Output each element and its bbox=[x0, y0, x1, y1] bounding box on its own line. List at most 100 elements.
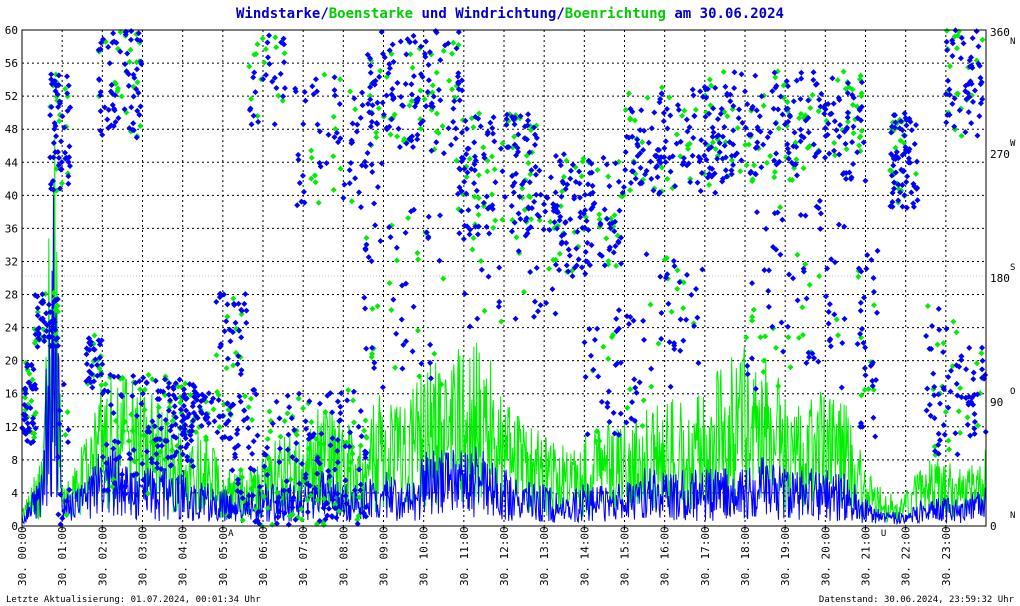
wind-direction-point-2364 bbox=[944, 47, 951, 54]
gust-direction-point-368 bbox=[525, 160, 532, 167]
gust-direction-point-406 bbox=[491, 166, 498, 173]
gust-direction-point-683 bbox=[952, 126, 959, 133]
wind-direction-point-1929 bbox=[656, 99, 663, 106]
wind-direction-point-1556 bbox=[516, 193, 523, 200]
wind-direction-point-930 bbox=[98, 39, 105, 46]
wind-direction-point-1810 bbox=[586, 326, 593, 333]
wind-direction-point-1769 bbox=[571, 264, 578, 271]
wind-direction-point-2370 bbox=[951, 95, 958, 102]
wind-direction-point-1063 bbox=[154, 464, 161, 471]
gust-direction-point-564 bbox=[734, 125, 741, 132]
wind-direction-point-2150 bbox=[773, 161, 780, 168]
wind-direction-point-1595 bbox=[499, 168, 506, 175]
wind-direction-point-1779 bbox=[557, 213, 564, 220]
wind-direction-point-1328 bbox=[260, 76, 267, 83]
wind-direction-point-1068 bbox=[157, 388, 164, 395]
wind-direction-point-2062 bbox=[816, 96, 823, 103]
wind-direction-point-1719 bbox=[588, 242, 595, 249]
gust-direction-point-473 bbox=[596, 438, 603, 445]
wind-direction-point-2382 bbox=[969, 35, 976, 42]
gust-direction-point-245 bbox=[293, 431, 300, 438]
wind-direction-point-1601 bbox=[504, 111, 511, 118]
gust-direction-point-571 bbox=[832, 152, 839, 159]
wind-direction-point-1646 bbox=[533, 134, 540, 141]
gust-direction-point-345 bbox=[438, 381, 445, 388]
wind-direction-point-915 bbox=[133, 66, 140, 73]
gust-direction-point-324 bbox=[449, 86, 456, 93]
wind-direction-point-1790 bbox=[601, 262, 608, 269]
xtick-label-9: 30. 09:00 bbox=[378, 526, 391, 586]
wind-direction-point-1576 bbox=[503, 116, 510, 123]
wind-direction-point-1945 bbox=[689, 86, 696, 93]
gust-direction-point-450 bbox=[611, 212, 618, 219]
wind-direction-point-987 bbox=[139, 390, 146, 397]
wind-direction-point-2156 bbox=[856, 105, 863, 112]
gust-direction-point-513 bbox=[625, 90, 632, 97]
wind-direction-point-1653 bbox=[484, 129, 491, 136]
wind-direction-point-890 bbox=[83, 345, 90, 352]
wind-direction-point-1178 bbox=[229, 467, 236, 474]
wind-direction-point-841 bbox=[49, 178, 56, 185]
wind-direction-point-2050 bbox=[730, 127, 737, 134]
wind-direction-point-1573 bbox=[511, 219, 518, 226]
wind-direction-point-1741 bbox=[582, 191, 589, 198]
wind-direction-point-1140 bbox=[230, 300, 237, 307]
gust-direction-point-705 bbox=[955, 408, 962, 415]
gust-direction-point-349 bbox=[414, 250, 421, 257]
wind-direction-point-1527 bbox=[390, 296, 397, 303]
gust-direction-point-39 bbox=[52, 306, 59, 313]
wind-direction-point-2306 bbox=[888, 129, 895, 136]
wind-direction-point-1906 bbox=[702, 113, 709, 120]
wind-direction-point-1571 bbox=[474, 231, 481, 238]
wind-direction-point-1888 bbox=[630, 159, 637, 166]
wind-direction-point-1763 bbox=[600, 154, 607, 161]
wind-direction-point-2169 bbox=[831, 311, 838, 318]
wind-direction-point-1802 bbox=[552, 261, 559, 268]
wind-direction-point-1241 bbox=[356, 466, 363, 473]
gust-direction-point-638 bbox=[871, 302, 878, 309]
wind-direction-point-933 bbox=[129, 126, 136, 133]
wind-direction-point-2112 bbox=[739, 119, 746, 126]
wind-direction-point-2217 bbox=[769, 323, 776, 330]
gust-direction-point-476 bbox=[610, 331, 617, 338]
wind-direction-point-852 bbox=[55, 454, 62, 461]
ytick-left-10: 40 bbox=[5, 189, 18, 202]
wind-direction-point-1643 bbox=[517, 113, 524, 120]
wind-direction-point-2313 bbox=[888, 172, 895, 179]
wind-direction-point-2400 bbox=[971, 87, 978, 94]
wind-direction-point-2199 bbox=[828, 256, 835, 263]
gust-direction-point-338 bbox=[440, 47, 447, 54]
wind-direction-point-750 bbox=[24, 437, 31, 444]
wind-direction-point-2216 bbox=[827, 343, 834, 350]
gust-direction-point-112 bbox=[129, 427, 136, 434]
wind-direction-point-1789 bbox=[567, 167, 574, 174]
wind-direction-point-2167 bbox=[752, 385, 759, 392]
wind-direction-point-1098 bbox=[179, 412, 186, 419]
wind-direction-point-2079 bbox=[738, 71, 745, 78]
wind-direction-point-754 bbox=[39, 291, 46, 298]
wind-direction-point-1157 bbox=[217, 290, 224, 297]
wind-direction-point-1302 bbox=[310, 430, 317, 437]
wind-direction-point-2336 bbox=[943, 325, 950, 332]
wind-direction-point-2137 bbox=[775, 106, 782, 113]
wind-direction-point-1663 bbox=[531, 313, 538, 320]
wind-direction-point-1131 bbox=[202, 394, 209, 401]
wind-direction-point-1321 bbox=[255, 118, 262, 125]
gust-direction-point-106 bbox=[141, 406, 148, 413]
title-part-2: Boenstarke bbox=[329, 6, 413, 22]
wind-direction-point-1221 bbox=[236, 393, 243, 400]
wind-direction-point-1612 bbox=[532, 171, 539, 178]
gust-direction-point-52 bbox=[58, 180, 65, 187]
wind-direction-point-1891 bbox=[653, 152, 660, 159]
wind-direction-point-1953 bbox=[669, 153, 676, 160]
wind-direction-point-900 bbox=[128, 28, 135, 35]
gust-direction-point-360 bbox=[368, 354, 375, 361]
wind-direction-point-1909 bbox=[643, 167, 650, 174]
wind-direction-point-1386 bbox=[351, 95, 358, 102]
wind-direction-point-2068 bbox=[826, 150, 833, 157]
wind-direction-point-877 bbox=[83, 351, 90, 358]
wind-direction-point-1976 bbox=[671, 345, 678, 352]
wind-direction-point-1292 bbox=[325, 467, 332, 474]
wind-direction-point-1887 bbox=[660, 118, 667, 125]
xtick-label-12: 30. 12:00 bbox=[498, 526, 511, 586]
